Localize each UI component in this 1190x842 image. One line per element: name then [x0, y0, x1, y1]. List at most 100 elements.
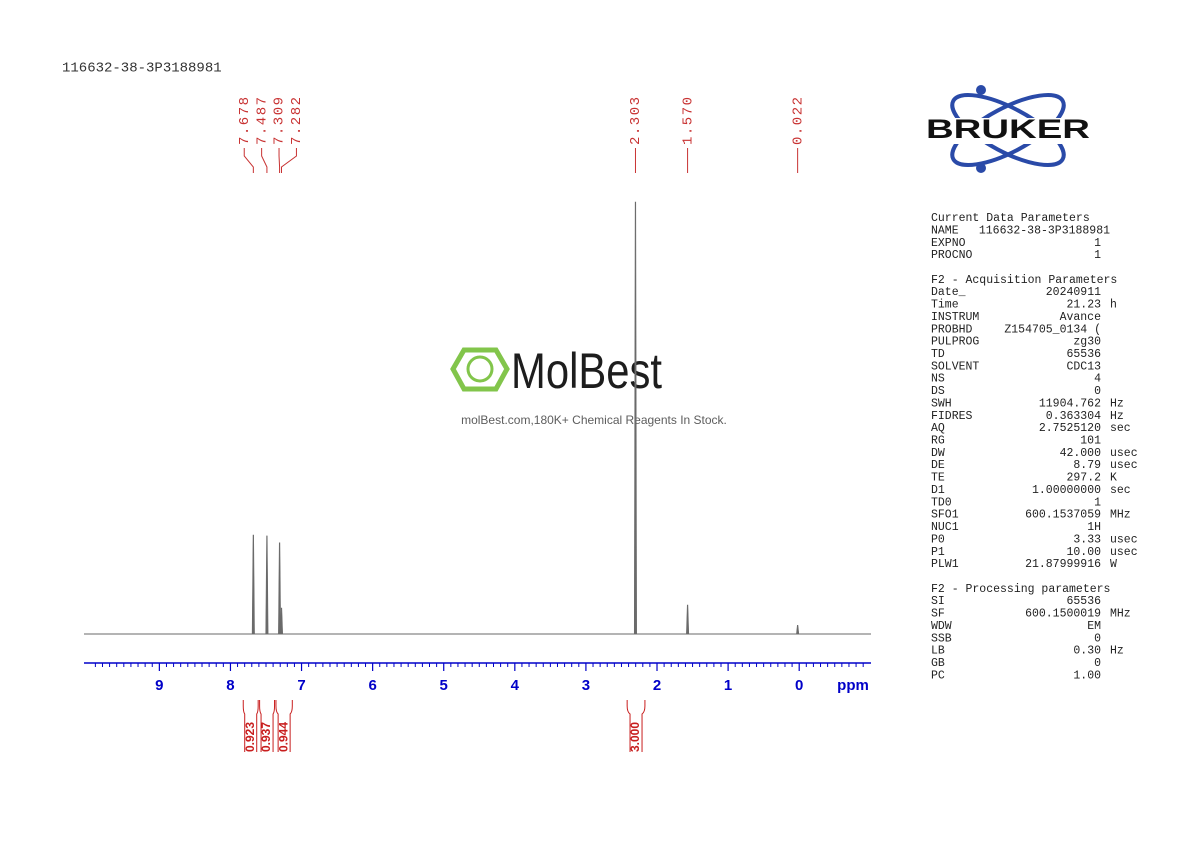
- parameter-unit: Hz: [1110, 410, 1124, 423]
- integral-bracket: [259, 700, 276, 752]
- parameter-unit: MHz: [1110, 608, 1131, 621]
- parameter-name: AQ: [931, 422, 945, 435]
- peak-leader: [280, 148, 297, 173]
- parameter-name: SFO1: [931, 509, 959, 522]
- parameter-value: Z154705_0134 (: [1004, 323, 1101, 336]
- parameter-name: TE: [931, 472, 945, 485]
- watermark: MolBest molBest.com,180K+ Chemical Reage…: [450, 343, 727, 427]
- parameter-section-title: F2 - Processing parameters: [931, 583, 1110, 596]
- parameter-name: GB: [931, 657, 945, 670]
- parameter-unit: h: [1110, 299, 1117, 312]
- parameter-value: 1: [1094, 237, 1101, 250]
- parameter-name: SWH: [931, 397, 952, 410]
- parameter-value: 21.87999916: [1025, 558, 1101, 571]
- peak: [686, 604, 690, 635]
- parameter-name: PROBHD: [931, 323, 973, 336]
- parameter-name: SOLVENT: [931, 360, 979, 373]
- x-tick-label: 8: [226, 677, 234, 694]
- peak-label: 7.678: [237, 95, 253, 145]
- parameter-name: INSTRUM: [931, 311, 979, 324]
- x-tick-label: 9: [155, 677, 163, 694]
- peak: [633, 201, 637, 635]
- parameter-name: SSB: [931, 632, 952, 645]
- parameter-value: 600.1500019: [1025, 608, 1101, 621]
- x-tick-label: 5: [440, 677, 448, 694]
- peak-label: 7.309: [272, 95, 288, 145]
- parameter-name: Time: [931, 299, 959, 312]
- x-tick-label: 2: [653, 677, 661, 694]
- parameter-name: SI: [931, 595, 945, 608]
- parameter-value: 1: [1094, 496, 1101, 509]
- parameter-value: EM: [1087, 620, 1101, 633]
- peak: [278, 542, 282, 635]
- parameter-name: DS: [931, 385, 945, 398]
- parameter-value: CDC13: [1066, 360, 1101, 373]
- parameter-value: 65536: [1066, 348, 1101, 361]
- sample-title: 116632-38-3P3188981: [62, 61, 222, 77]
- parameter-name: PLW1: [931, 558, 959, 571]
- peak-leader: [278, 148, 281, 173]
- parameter-value: 8.79: [1073, 459, 1101, 472]
- peak-label: 1.570: [680, 95, 696, 145]
- peak: [251, 534, 255, 635]
- parameter-value: 1H: [1087, 521, 1101, 534]
- parameter-value: 42.000: [1060, 447, 1102, 460]
- peak-label: 7.487: [254, 95, 270, 145]
- integral-label: 0.937: [259, 722, 273, 752]
- integral-bracket: [626, 700, 646, 752]
- parameter-value: Avance: [1060, 311, 1102, 324]
- peak: [796, 625, 800, 635]
- integral-label: 0.944: [276, 722, 290, 752]
- parameter-name: NAME: [931, 224, 959, 237]
- x-tick-label: 4: [511, 677, 520, 694]
- parameter-name: TD0: [931, 496, 952, 509]
- parameter-unit: Hz: [1110, 645, 1124, 658]
- parameter-value: 116632-38-3P3188981: [979, 224, 1110, 237]
- parameter-value: zg30: [1073, 336, 1101, 349]
- parameter-name: DW: [931, 447, 945, 460]
- watermark-icon-ring: [466, 355, 494, 383]
- watermark-icon: [450, 347, 510, 392]
- parameter-value: 2.7525120: [1039, 422, 1101, 435]
- integral-bracket: [275, 700, 293, 752]
- parameter-value: 1.00000000: [1032, 484, 1101, 497]
- integral-bracket: [242, 700, 259, 752]
- parameter-name: FIDRES: [931, 410, 973, 423]
- logo-orbit: [950, 93, 1066, 167]
- parameter-value: 1: [1094, 249, 1101, 262]
- logo-band: [925, 118, 1091, 144]
- parameter-unit: sec: [1110, 484, 1131, 497]
- parameter-value: 297.2: [1066, 472, 1101, 485]
- watermark-tagline: molBest.com,180K+ Chemical Reagents In S…: [461, 413, 727, 427]
- parameter-value: 0.30: [1073, 645, 1101, 658]
- parameter-value: 1.00: [1073, 669, 1101, 682]
- parameter-value: 10.00: [1066, 546, 1101, 559]
- integral-label: 3.000: [628, 722, 642, 752]
- parameter-name: PC: [931, 669, 945, 682]
- logo-orbit: [950, 93, 1066, 167]
- parameter-unit: MHz: [1110, 509, 1131, 522]
- x-tick-label: 7: [297, 677, 305, 694]
- parameter-value: 0: [1094, 385, 1101, 398]
- parameter-unit: Hz: [1110, 397, 1124, 410]
- parameter-name: Date_: [931, 286, 966, 299]
- parameter-name: TD: [931, 348, 945, 361]
- peak-label: 0.022: [790, 95, 806, 145]
- peak-leader: [243, 148, 254, 173]
- parameter-name: PULPROG: [931, 336, 979, 349]
- parameter-value: 11904.762: [1039, 397, 1101, 410]
- logo-dot: [976, 85, 986, 95]
- parameter-name: SF: [931, 608, 945, 621]
- parameter-name: DE: [931, 459, 945, 472]
- parameter-value: 600.1537059: [1025, 509, 1101, 522]
- parameter-value: 65536: [1066, 595, 1101, 608]
- parameter-unit: sec: [1110, 422, 1131, 435]
- integral-label: 0.923: [243, 722, 257, 752]
- parameter-value: 21.23: [1066, 299, 1101, 312]
- x-tick-label: 1: [724, 677, 732, 694]
- parameter-unit: usec: [1110, 533, 1138, 546]
- x-axis-label: ppm: [837, 677, 869, 694]
- parameter-name: P1: [931, 546, 945, 559]
